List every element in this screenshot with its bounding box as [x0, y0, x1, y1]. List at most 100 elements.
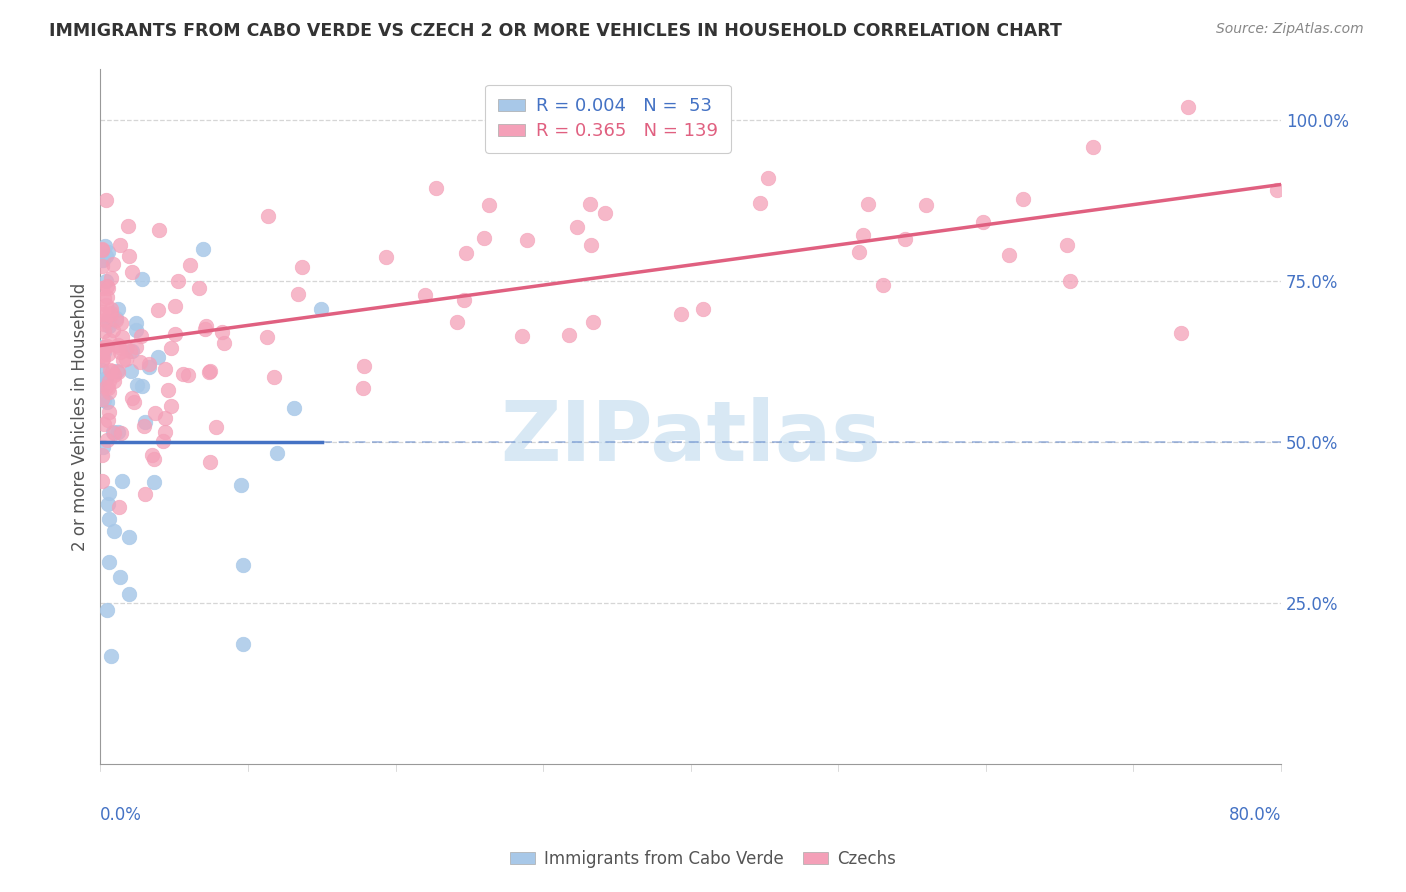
Point — [758, 171, 780, 186]
Point — [108, 344, 131, 359]
Point — [163, 326, 186, 341]
Point — [266, 446, 288, 460]
Point — [115, 341, 138, 355]
Point — [93, 317, 115, 331]
Point — [129, 355, 152, 369]
Point — [91, 242, 114, 256]
Point — [121, 265, 143, 279]
Text: Source: ZipAtlas.com: Source: ZipAtlas.com — [1216, 22, 1364, 37]
Point — [110, 316, 132, 330]
Point — [96, 278, 118, 293]
Point — [1081, 139, 1104, 153]
Point — [1265, 183, 1288, 197]
Point — [856, 196, 879, 211]
Point — [118, 530, 141, 544]
Point — [98, 315, 121, 329]
Point — [141, 448, 163, 462]
Point — [97, 314, 120, 328]
Point — [98, 363, 121, 377]
Point — [93, 393, 115, 408]
Point — [108, 570, 131, 584]
Point — [117, 219, 139, 233]
Point — [1170, 326, 1192, 340]
Point — [352, 381, 374, 395]
Point — [91, 362, 114, 376]
Point — [91, 352, 114, 367]
Point — [98, 405, 121, 419]
Point — [163, 299, 186, 313]
Point — [198, 455, 221, 469]
Point — [256, 330, 278, 344]
Point — [101, 256, 124, 270]
Point — [122, 395, 145, 409]
Point — [997, 248, 1019, 262]
Point — [90, 348, 112, 362]
Point — [256, 210, 278, 224]
Point — [104, 311, 127, 326]
Point — [90, 375, 112, 389]
Point — [110, 426, 132, 441]
Point — [516, 233, 538, 247]
Point — [1059, 274, 1081, 288]
Point — [103, 425, 125, 439]
Point — [107, 338, 129, 352]
Point — [98, 308, 121, 322]
Point — [155, 425, 177, 439]
Point — [100, 271, 122, 285]
Point — [146, 351, 169, 365]
Point — [91, 252, 114, 267]
Point — [97, 347, 120, 361]
Point — [692, 302, 714, 317]
Point — [143, 452, 166, 467]
Point — [173, 367, 195, 381]
Point — [138, 360, 160, 375]
Text: 80.0%: 80.0% — [1229, 806, 1281, 824]
Point — [98, 318, 121, 333]
Point — [472, 231, 495, 245]
Point — [100, 306, 122, 320]
Point — [287, 286, 309, 301]
Point — [108, 238, 131, 252]
Point — [187, 281, 209, 295]
Point — [111, 330, 134, 344]
Point — [97, 555, 120, 569]
Point — [134, 486, 156, 500]
Point — [453, 293, 475, 308]
Point — [283, 401, 305, 416]
Point — [131, 378, 153, 392]
Legend: Immigrants from Cabo Verde, Czechs: Immigrants from Cabo Verde, Czechs — [503, 844, 903, 875]
Point — [107, 365, 129, 379]
Point — [565, 219, 588, 234]
Point — [148, 223, 170, 237]
Point — [118, 249, 141, 263]
Point — [90, 392, 112, 406]
Point — [595, 206, 617, 220]
Point — [90, 353, 112, 368]
Point — [118, 587, 141, 601]
Point — [121, 392, 143, 406]
Point — [1012, 192, 1035, 206]
Point — [134, 415, 156, 429]
Point — [155, 410, 177, 425]
Point — [97, 381, 120, 395]
Point — [669, 307, 692, 321]
Point — [194, 322, 217, 336]
Point — [512, 329, 534, 343]
Point — [125, 340, 148, 354]
Point — [97, 497, 120, 511]
Point — [198, 365, 221, 379]
Point — [915, 198, 938, 212]
Point — [90, 340, 112, 354]
Point — [96, 290, 118, 304]
Point — [97, 244, 120, 259]
Point — [97, 413, 120, 427]
Point — [425, 181, 447, 195]
Point — [96, 603, 118, 617]
Point — [848, 245, 870, 260]
Point — [97, 333, 120, 347]
Point — [98, 512, 121, 526]
Point — [93, 313, 115, 327]
Point — [456, 246, 478, 260]
Point — [152, 434, 174, 449]
Point — [125, 316, 148, 330]
